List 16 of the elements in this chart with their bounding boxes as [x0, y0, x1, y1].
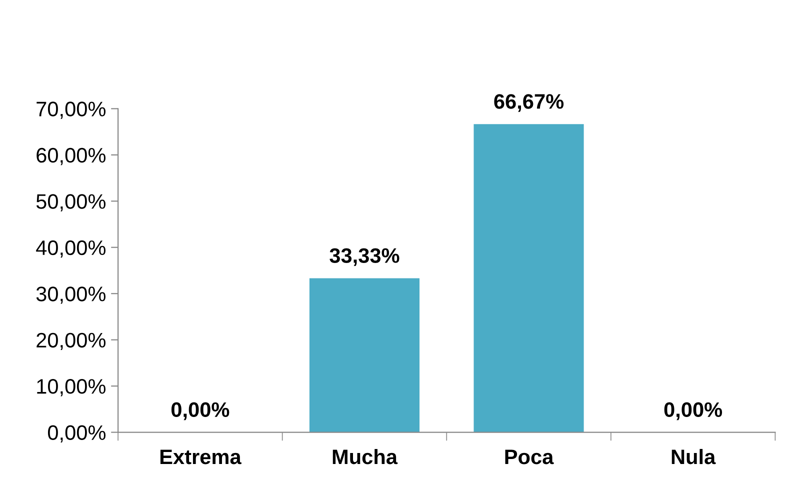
y-tick-label: 60,00% — [36, 148, 106, 166]
y-tick-label: 20,00% — [36, 332, 106, 350]
x-tick-label: Poca — [505, 450, 554, 464]
y-tick-label: 10,00% — [37, 379, 106, 396]
x-tick-label: Nula — [672, 448, 716, 464]
y-tick-label: 30,00% — [36, 286, 106, 304]
data-label: 0,00% — [664, 402, 722, 420]
data-label: 0,00% — [171, 402, 230, 420]
x-tick-label: Extrema — [160, 450, 242, 464]
y-tick-label: 40,00% — [36, 240, 106, 258]
y-tick-label: 50,00% — [36, 194, 106, 212]
y-tick-label: 70,00% — [36, 102, 106, 119]
data-label: 33,33% — [330, 248, 400, 266]
x-tick-label: Mucha — [332, 448, 398, 464]
data-label: 66,67% — [494, 94, 564, 112]
y-tick-label: 0,00% — [48, 425, 106, 442]
